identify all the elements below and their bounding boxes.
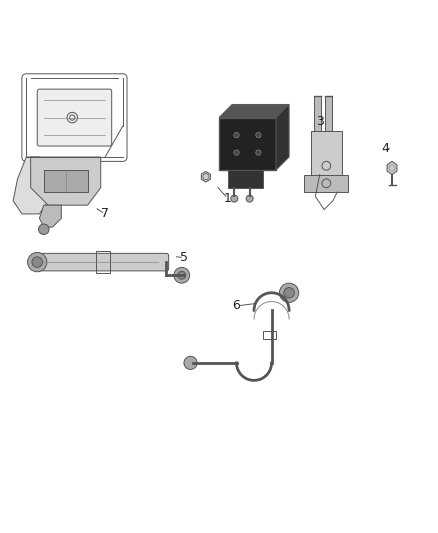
Polygon shape	[201, 172, 210, 182]
Text: 4: 4	[381, 142, 389, 155]
FancyBboxPatch shape	[33, 253, 169, 271]
Polygon shape	[39, 205, 61, 227]
Bar	[314, 96, 321, 131]
Bar	[311, 131, 342, 174]
Bar	[44, 170, 88, 192]
Circle shape	[284, 287, 294, 298]
Circle shape	[39, 224, 49, 235]
Circle shape	[234, 150, 239, 155]
Text: 7: 7	[101, 207, 109, 221]
Bar	[96, 251, 110, 273]
Circle shape	[231, 195, 238, 202]
Bar	[263, 331, 276, 339]
Text: 5: 5	[180, 251, 188, 264]
Polygon shape	[13, 157, 48, 214]
Text: 1: 1	[224, 192, 232, 205]
Bar	[304, 174, 348, 192]
Circle shape	[178, 271, 186, 279]
Circle shape	[184, 356, 197, 369]
FancyBboxPatch shape	[37, 89, 112, 146]
Circle shape	[256, 133, 261, 138]
Polygon shape	[276, 104, 289, 170]
Circle shape	[246, 195, 253, 202]
Text: 3: 3	[316, 116, 324, 128]
Bar	[228, 170, 263, 188]
Polygon shape	[219, 104, 289, 118]
Bar	[219, 118, 276, 170]
Text: 6: 6	[233, 300, 240, 312]
Circle shape	[28, 253, 47, 272]
Circle shape	[256, 150, 261, 155]
Polygon shape	[31, 157, 101, 205]
Circle shape	[32, 257, 42, 268]
Text: 2: 2	[224, 142, 232, 155]
Circle shape	[234, 133, 239, 138]
Polygon shape	[387, 161, 397, 174]
Bar	[325, 96, 332, 131]
Circle shape	[279, 283, 299, 302]
Circle shape	[174, 268, 190, 283]
